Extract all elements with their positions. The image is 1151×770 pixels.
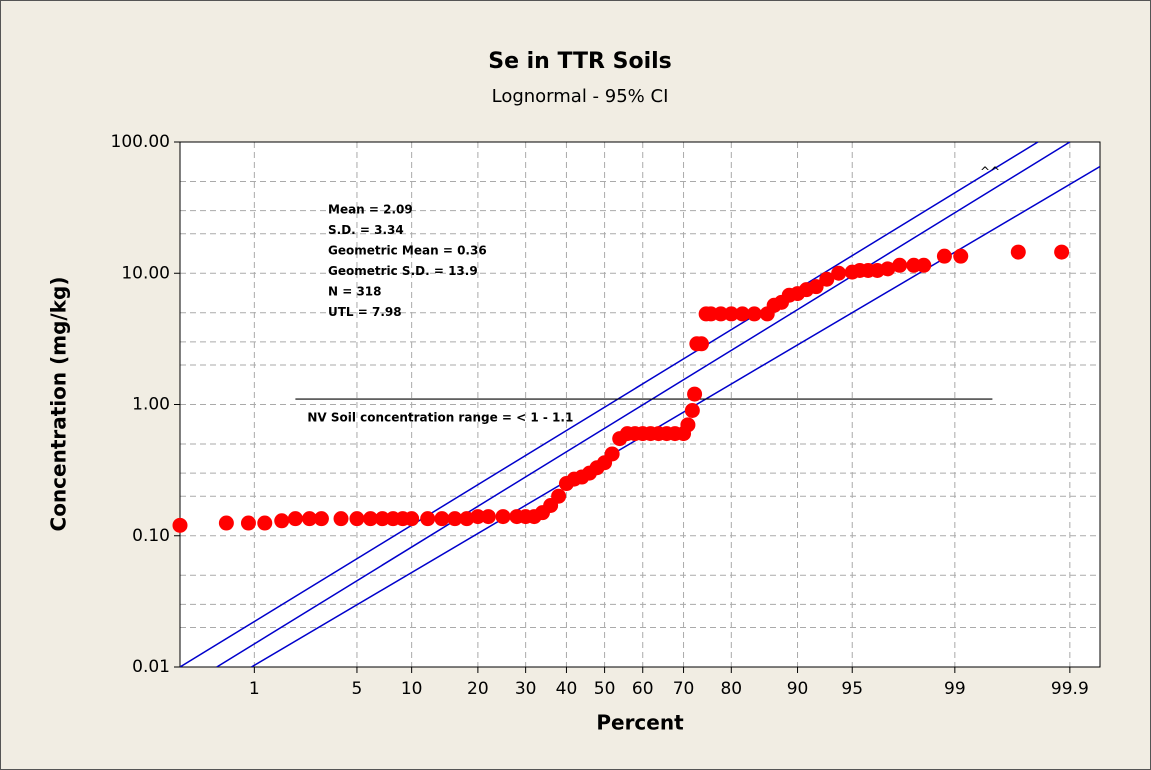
data-point [746, 306, 762, 322]
data-point [831, 265, 847, 281]
data-point [480, 509, 496, 525]
plot-frame [179, 141, 1101, 668]
data-point [693, 336, 709, 352]
data-point [916, 257, 932, 273]
fit-line [216, 142, 1071, 667]
stat-text: N = 318 [328, 285, 382, 299]
data-point [819, 271, 835, 287]
data-point [257, 515, 273, 531]
y-tick-label: 100.00 [111, 132, 170, 152]
data-point [723, 306, 739, 322]
data-point [287, 511, 303, 527]
x-tick-label: 99 [944, 679, 966, 699]
x-tick-label: 80 [720, 679, 742, 699]
fit-line [180, 142, 1039, 667]
data-point [363, 511, 379, 527]
chart-title: Se in TTR Soils [488, 49, 672, 74]
stat-text: Geometric Mean = 0.36 [328, 244, 487, 258]
x-tick-label: 30 [515, 679, 537, 699]
y-tick-label: 0.01 [132, 657, 170, 677]
data-point [953, 248, 969, 264]
stat-text: Geometric S.D. = 13.9 [328, 264, 478, 278]
x-tick-label: 90 [787, 679, 809, 699]
x-axis-label: Percent [596, 711, 684, 735]
data-point [880, 261, 896, 277]
data-point [684, 403, 700, 419]
data-point [1010, 244, 1026, 260]
data-point [1054, 244, 1070, 260]
x-tick-label: 99.9 [1051, 679, 1089, 699]
data-point [808, 279, 824, 295]
data-point [470, 509, 486, 525]
x-tick-label: 60 [632, 679, 654, 699]
data-point [302, 511, 318, 527]
data-point [404, 511, 420, 527]
data-point [240, 515, 256, 531]
data-point [349, 511, 365, 527]
x-tick-label: 10 [401, 679, 423, 699]
stat-text: S.D. = 3.34 [328, 223, 404, 237]
data-point [687, 386, 703, 402]
data-point [936, 248, 952, 264]
marker-note: ^^ [980, 165, 1000, 179]
x-tick-label: 95 [841, 679, 863, 699]
stat-text: Mean = 2.09 [328, 203, 413, 217]
x-tick-label: 40 [556, 679, 578, 699]
data-point [713, 306, 729, 322]
data-point [604, 446, 620, 462]
data-point [447, 511, 463, 527]
data-point [218, 515, 234, 531]
data-point [274, 513, 290, 529]
data-point [495, 509, 511, 525]
chart-subtitle: Lognormal - 95% CI [492, 86, 669, 107]
data-point [420, 511, 436, 527]
data-point [892, 257, 908, 273]
data-point [374, 511, 390, 527]
data-point [459, 511, 475, 527]
y-tick-label: 1.00 [132, 395, 170, 415]
data-point [333, 511, 349, 527]
x-tick-label: 1 [249, 679, 260, 699]
data-point [680, 417, 696, 433]
data-point [172, 517, 188, 533]
y-tick-label: 0.10 [132, 526, 170, 546]
y-axis-label: Concentration (mg/kg) [47, 277, 71, 532]
reference-label: NV Soil concentration range = < 1 - 1.1 [307, 411, 573, 425]
x-tick-label: 5 [352, 679, 363, 699]
data-point [434, 511, 450, 527]
data-point [551, 488, 567, 504]
x-tick-label: 50 [594, 679, 616, 699]
stat-text: UTL = 7.98 [328, 305, 402, 319]
x-tick-label: 70 [673, 679, 695, 699]
data-point [734, 306, 750, 322]
x-tick-label: 20 [467, 679, 489, 699]
data-point [313, 511, 329, 527]
y-tick-label: 10.00 [121, 263, 170, 283]
